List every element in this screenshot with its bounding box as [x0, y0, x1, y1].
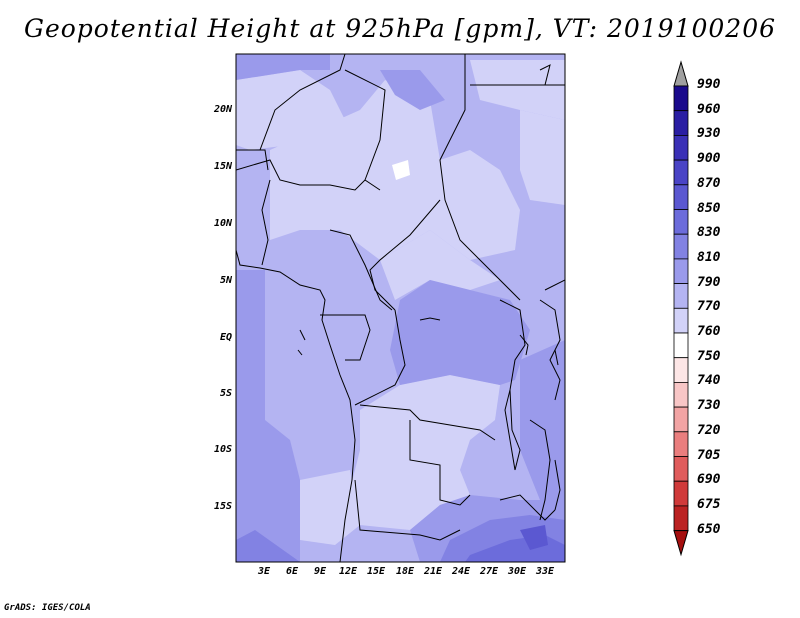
colorbar-swatch — [673, 505, 689, 531]
colorbar-swatch — [673, 332, 689, 359]
colorbar-label: 740 — [697, 373, 721, 389]
colorbar-swatch — [673, 480, 689, 507]
lat-tick: 10N — [213, 218, 232, 229]
colorbar-label: 790 — [697, 274, 721, 290]
colorbar-over-triangle — [673, 60, 689, 87]
colorbar-label: 720 — [697, 422, 721, 438]
colorbar-swatch — [673, 110, 689, 136]
colorbar-swatch — [673, 406, 689, 433]
colorbar-label: 750 — [697, 348, 721, 364]
lon-tick: 21E — [423, 566, 443, 577]
colorbar-swatch — [673, 456, 689, 482]
height-field — [236, 54, 565, 562]
lat-tick: 5N — [219, 275, 232, 286]
colorbar-swatch — [673, 357, 689, 383]
lon-tick: 3E — [257, 566, 271, 577]
lat-tick: 20N — [213, 104, 232, 115]
colorbar-swatch — [673, 209, 689, 235]
colorbar-label: 760 — [697, 324, 721, 339]
colorbar-swatch — [673, 233, 689, 260]
colorbar-label: 990 — [697, 77, 721, 92]
colorbar-label: 960 — [697, 101, 721, 117]
lon-tick: 33E — [535, 566, 555, 577]
borders — [236, 54, 565, 562]
lon-tick: 12E — [338, 566, 358, 577]
colorbar-label: 930 — [697, 126, 721, 142]
colorbar-swatch — [673, 431, 689, 457]
colorbar-swatch — [673, 307, 689, 334]
lon-tick: 18E — [395, 566, 415, 577]
colorbar-label: 900 — [697, 151, 721, 167]
colorbar-label: 830 — [697, 225, 721, 241]
lat-tick: 5S — [219, 388, 232, 399]
lon-tick: 6E — [285, 566, 299, 577]
lat-tick: EQ — [219, 332, 232, 343]
colorbar-label: 730 — [697, 398, 721, 414]
colorbar-label: 650 — [697, 521, 721, 537]
lon-tick: 15E — [366, 566, 386, 577]
colorbar-swatch — [673, 184, 689, 210]
colorbar — [673, 60, 689, 557]
colorbar-under-triangle — [673, 530, 689, 557]
colorbar-label: 690 — [697, 472, 721, 488]
lat-tick: 15N — [213, 161, 232, 172]
grads-credit: GrADS: IGES/COLA — [4, 603, 91, 613]
lon-tick: 24E — [451, 566, 471, 577]
colorbar-label: 870 — [697, 175, 721, 191]
lat-tick: 15S — [213, 501, 232, 512]
colorbar-label: 850 — [697, 200, 721, 216]
map-frame — [235, 53, 566, 563]
colorbar-swatch — [673, 134, 689, 161]
map-title: Geopotential Height at 925hPa [gpm], VT:… — [23, 14, 777, 43]
colorbar-label: 705 — [697, 447, 721, 463]
colorbar-swatch — [673, 381, 689, 408]
colorbar-label: 810 — [697, 249, 721, 265]
lon-tick: 9E — [313, 566, 327, 577]
colorbar-swatch — [673, 85, 689, 112]
colorbar-label: 770 — [697, 299, 721, 315]
colorbar-swatch — [673, 258, 689, 284]
colorbar-label: 675 — [697, 496, 721, 512]
colorbar-swatch — [673, 159, 689, 186]
colorbar-swatch — [673, 283, 689, 309]
lat-tick: 10S — [213, 444, 232, 455]
lon-tick: 30E — [507, 566, 527, 577]
lon-tick: 27E — [479, 566, 499, 577]
